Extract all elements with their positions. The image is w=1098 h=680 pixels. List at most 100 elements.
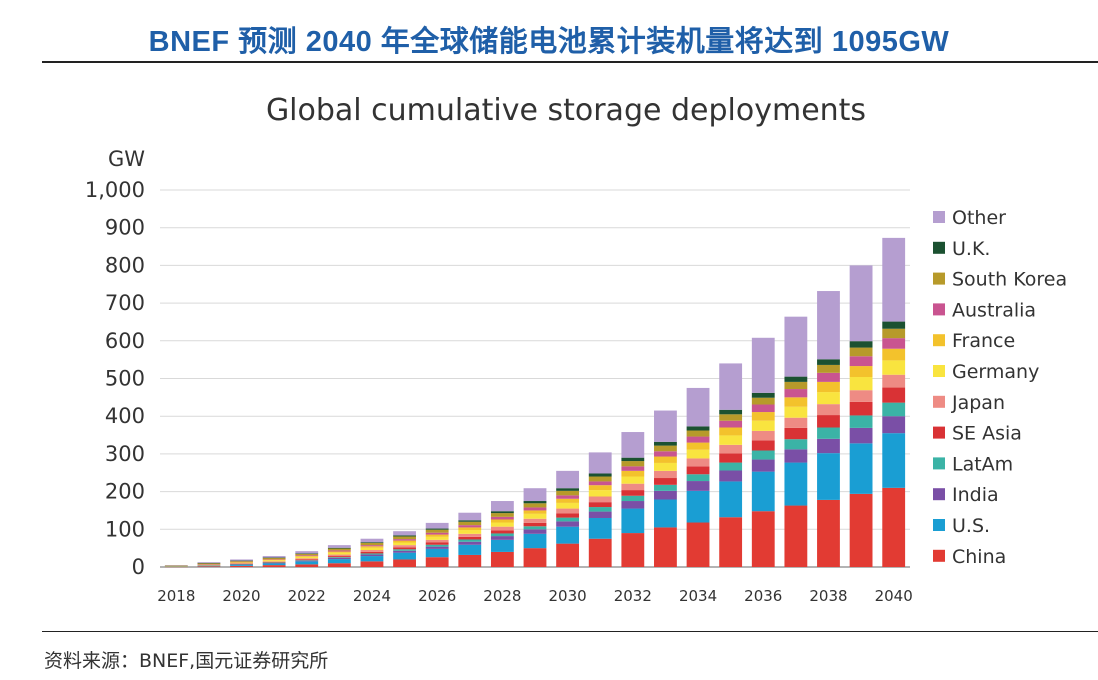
bar-segment-china bbox=[458, 554, 482, 567]
bar-segment-other bbox=[425, 522, 449, 529]
bar-segment-india bbox=[556, 521, 580, 527]
x-tick-label: 2028 bbox=[483, 587, 521, 605]
bar-segment-other bbox=[719, 363, 743, 410]
legend-label: SE Asia bbox=[952, 423, 1022, 445]
bar-segment-australia bbox=[751, 404, 775, 413]
bar-segment-china bbox=[686, 522, 710, 567]
bar-segment-other bbox=[751, 337, 775, 393]
bar-segment-u-k- bbox=[458, 520, 482, 522]
bar-segment-se-asia bbox=[719, 453, 743, 463]
bar-segment-u-s- bbox=[197, 565, 221, 567]
bar-segment-u-k- bbox=[588, 473, 612, 477]
bar-stack-2040 bbox=[882, 237, 906, 567]
bar-segment-australia bbox=[230, 561, 253, 563]
bar-segment-france bbox=[458, 527, 482, 531]
bar-segment-se-asia bbox=[360, 551, 384, 554]
bar-segment-se-asia bbox=[751, 440, 775, 451]
bar-segment-china bbox=[588, 538, 612, 567]
bar-stack-2038 bbox=[817, 291, 840, 567]
bar-segment-france bbox=[425, 534, 449, 537]
bar-segment-france bbox=[197, 564, 221, 565]
bar-segment-india bbox=[295, 560, 319, 562]
bar-segment-china bbox=[262, 565, 286, 567]
bar-segment-china bbox=[425, 557, 449, 567]
legend-label: India bbox=[952, 484, 999, 506]
bar-segment-japan bbox=[490, 526, 514, 531]
bar-segment-latam bbox=[458, 539, 482, 542]
bar-segment-other bbox=[686, 387, 710, 427]
bar-segment-china bbox=[817, 499, 840, 567]
bar-segment-australia bbox=[425, 532, 449, 535]
legend-item: Other bbox=[933, 207, 1006, 229]
bar-segment-india bbox=[393, 550, 416, 553]
y-axis-ticks: 0 100 200 300 400 500 600 700 800 900 1,000 bbox=[85, 178, 145, 579]
bar-stack-2018 bbox=[164, 565, 188, 568]
bar-segment-u-k- bbox=[230, 560, 253, 562]
bar-segment-japan bbox=[654, 470, 677, 479]
bar-segment-germany bbox=[327, 552, 351, 555]
bar-segment-south-korea bbox=[751, 397, 775, 405]
bar-segment-germany bbox=[262, 560, 286, 562]
bar-segment-u-k- bbox=[556, 488, 580, 491]
legend-item: Australia bbox=[933, 299, 1036, 321]
bar-segment-france bbox=[327, 551, 351, 553]
bar-segment-france bbox=[751, 412, 775, 421]
bar-segment-u-k- bbox=[784, 376, 808, 382]
bar-segment-japan bbox=[882, 374, 906, 388]
bar-segment-germany bbox=[751, 420, 775, 431]
bar-segment-u-k- bbox=[360, 542, 384, 543]
bar-segment-china bbox=[849, 493, 873, 567]
x-tick-label: 2026 bbox=[418, 587, 456, 605]
y-tick-label: 1,000 bbox=[85, 178, 145, 202]
bar-segment-south-korea bbox=[784, 381, 808, 390]
bar-segment-u-k- bbox=[425, 528, 449, 530]
x-tick-label: 2018 bbox=[157, 587, 195, 605]
legend-swatch bbox=[933, 549, 945, 562]
legend-swatch bbox=[933, 395, 945, 408]
bar-segment-south-korea bbox=[230, 560, 253, 562]
bar-segment-u-k- bbox=[719, 409, 743, 415]
legend-label: Japan bbox=[951, 392, 1005, 414]
bar-segment-other bbox=[654, 410, 677, 442]
bar-segment-australia bbox=[621, 466, 645, 471]
bar-segment-australia bbox=[882, 338, 906, 349]
bar-segment-u-s- bbox=[458, 544, 482, 555]
bar-segment-other bbox=[164, 565, 188, 566]
bar-segment-india bbox=[882, 416, 906, 434]
bar-segment-other bbox=[360, 538, 384, 543]
bar-segment-india bbox=[327, 557, 351, 560]
bar-segment-south-korea bbox=[588, 476, 612, 482]
bar-segment-south-korea bbox=[327, 548, 351, 551]
bar-segment-south-korea bbox=[849, 347, 873, 357]
legend-item: SE Asia bbox=[933, 423, 1022, 445]
legend-swatch bbox=[933, 334, 945, 347]
bar-segment-south-korea bbox=[197, 563, 221, 564]
bar-segment-latam bbox=[849, 415, 873, 428]
source-note: 资料来源：BNEF,国元证券研究所 bbox=[44, 650, 329, 672]
bar-segment-u-s- bbox=[360, 556, 384, 562]
bar-segment-u-s- bbox=[719, 481, 743, 518]
bar-segment-germany bbox=[621, 476, 645, 484]
bar-segment-south-korea bbox=[262, 557, 286, 560]
legend-label: Germany bbox=[952, 361, 1039, 383]
bar-segment-other bbox=[849, 265, 873, 342]
bar-stack-2021 bbox=[262, 556, 286, 567]
bar-segment-france bbox=[295, 556, 319, 557]
bar-stack-2024 bbox=[360, 538, 384, 567]
bar-segment-south-korea bbox=[360, 542, 384, 546]
bar-segment-japan bbox=[784, 417, 808, 428]
bar-segment-other bbox=[621, 432, 645, 458]
bar-segment-india bbox=[817, 438, 840, 454]
bar-segment-japan bbox=[197, 565, 221, 566]
y-tick-label: 800 bbox=[105, 253, 145, 277]
bar-segment-se-asia bbox=[425, 542, 449, 545]
bar-segment-u-k- bbox=[197, 562, 221, 564]
bar-stack-2037 bbox=[784, 316, 808, 567]
bar-segment-france bbox=[849, 366, 873, 377]
bar-segment-australia bbox=[849, 356, 873, 367]
report-title: BNEF 预测 2040 年全球储能电池累计装机量将达到 1095GW bbox=[148, 26, 950, 58]
bar-segment-germany bbox=[882, 360, 906, 375]
bar-segment-china bbox=[784, 505, 808, 567]
bar-segment-india bbox=[849, 427, 873, 444]
bar-segment-latam bbox=[393, 549, 416, 551]
